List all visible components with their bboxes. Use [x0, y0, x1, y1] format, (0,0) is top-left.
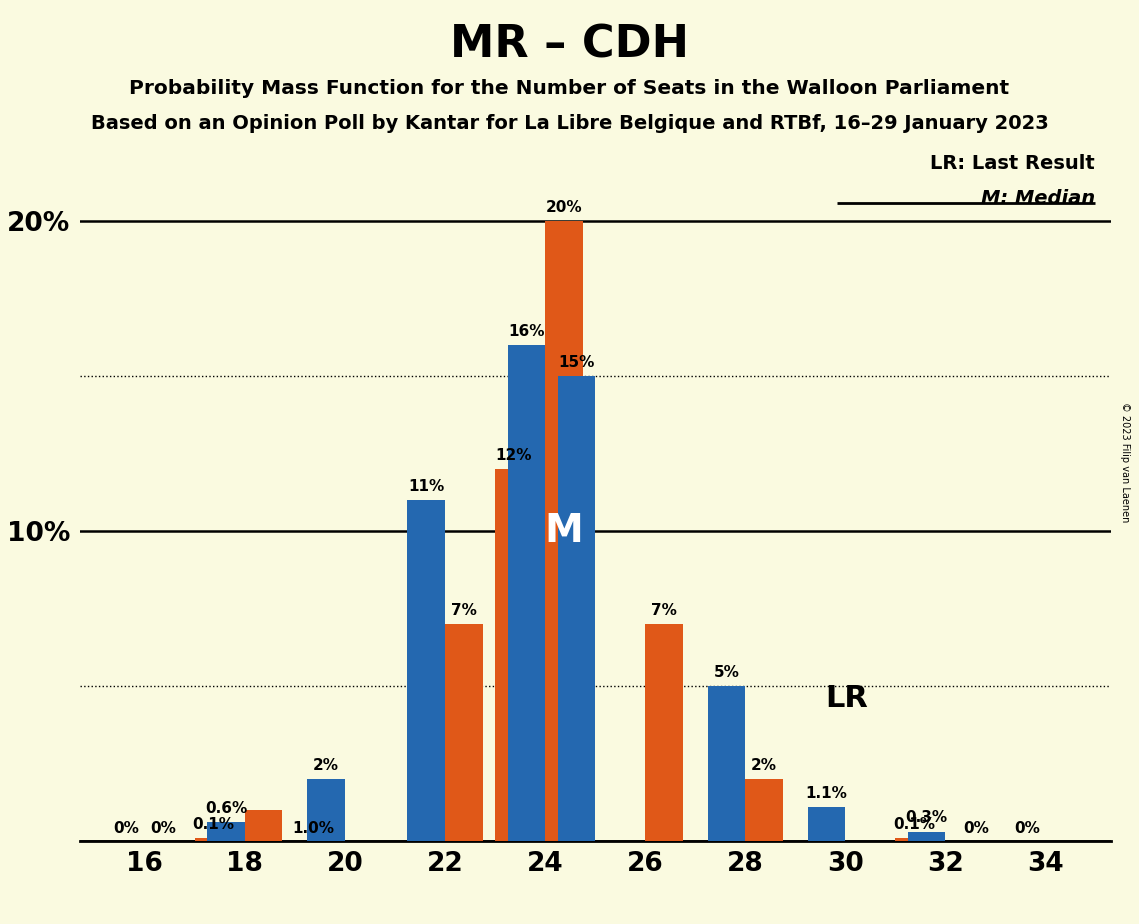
Text: 1.1%: 1.1% [805, 785, 847, 800]
Text: 2%: 2% [313, 758, 339, 772]
Bar [508, 345, 546, 841]
Bar [445, 624, 483, 841]
Bar [245, 809, 282, 841]
Text: 12%: 12% [495, 447, 532, 463]
Text: M: Median: M: Median [981, 188, 1095, 208]
Text: 0.1%: 0.1% [893, 817, 935, 832]
Bar [808, 807, 845, 841]
Bar [707, 686, 745, 841]
Text: Based on an Opinion Poll by Kantar for La Libre Belgique and RTBf, 16–29 January: Based on an Opinion Poll by Kantar for L… [91, 114, 1048, 133]
Text: 16%: 16% [508, 323, 544, 338]
Bar [558, 376, 596, 841]
Text: 0%: 0% [964, 821, 990, 836]
Text: Probability Mass Function for the Number of Seats in the Walloon Parliament: Probability Mass Function for the Number… [130, 79, 1009, 98]
Bar [745, 779, 782, 841]
Text: 7%: 7% [451, 602, 477, 617]
Bar [645, 624, 682, 841]
Text: LR: LR [826, 684, 868, 712]
Text: 0%: 0% [113, 821, 139, 836]
Text: 20%: 20% [546, 200, 582, 214]
Text: © 2023 Filip van Laenen: © 2023 Filip van Laenen [1120, 402, 1130, 522]
Text: 11%: 11% [408, 479, 444, 493]
Bar [495, 468, 533, 841]
Bar [408, 500, 445, 841]
Bar [908, 832, 945, 841]
Text: 0%: 0% [1014, 821, 1040, 836]
Text: 2%: 2% [751, 758, 777, 772]
Text: LR: Last Result: LR: Last Result [931, 153, 1095, 173]
Text: 5%: 5% [713, 664, 739, 680]
Bar [195, 838, 232, 841]
Bar [308, 779, 345, 841]
Text: 0.3%: 0.3% [906, 810, 948, 825]
Text: 0.6%: 0.6% [205, 801, 247, 816]
Bar [546, 221, 583, 841]
Text: M: M [544, 512, 583, 550]
Text: 0%: 0% [150, 821, 177, 836]
Text: 1.0%: 1.0% [293, 821, 335, 836]
Bar [207, 822, 245, 841]
Text: 0.1%: 0.1% [192, 817, 235, 832]
Bar [895, 838, 933, 841]
Text: MR – CDH: MR – CDH [450, 23, 689, 67]
Text: 7%: 7% [652, 602, 677, 617]
Text: 15%: 15% [558, 355, 595, 370]
